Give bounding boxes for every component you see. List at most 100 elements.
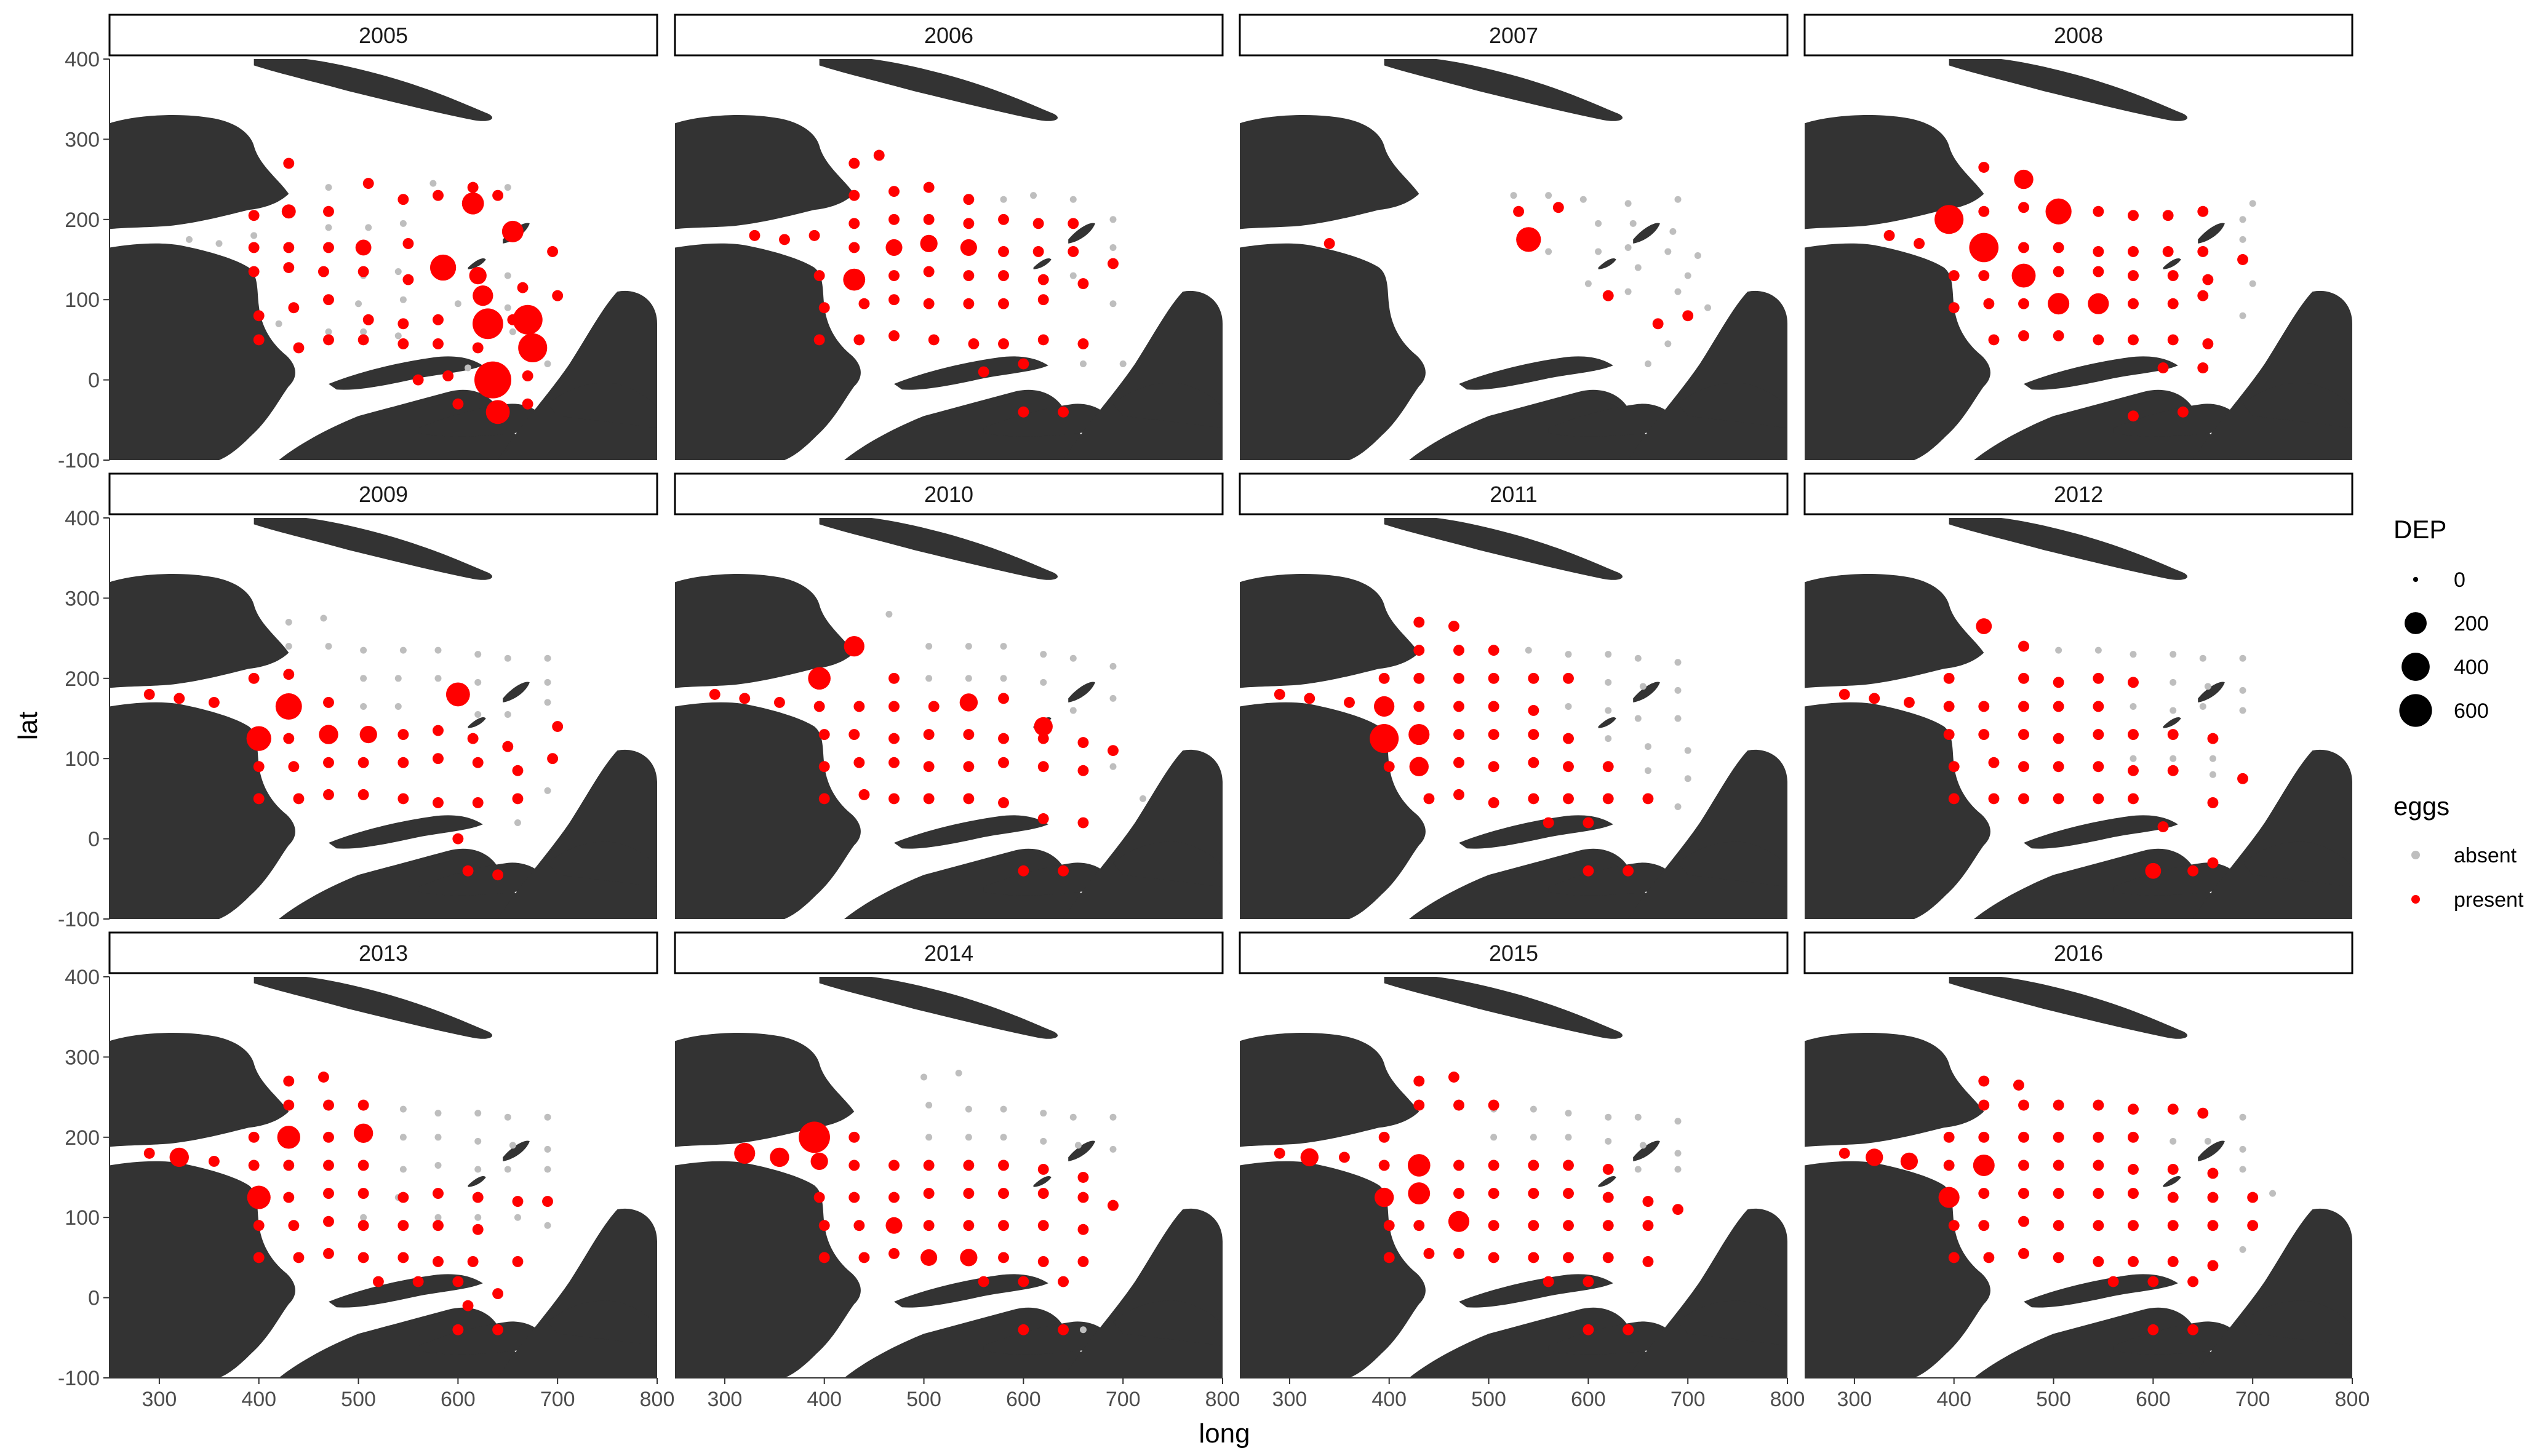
point-absent [544,1145,551,1153]
point-present [1938,1187,1960,1208]
point-present [1383,1220,1395,1231]
facet-panel-2014: 2014 300 400 500 600 700 800 [674,931,1240,1411]
y-tick-label: 0 [88,828,100,851]
point-present [2128,1188,2139,1199]
facet-strip-label: 2013 [359,941,408,966]
point-present [323,696,334,708]
point-present [923,298,935,309]
point-present [1018,1324,1029,1335]
point-absent [509,328,516,335]
point-present [1988,793,2000,805]
point-present [283,1160,295,1171]
point-present [1488,1188,1499,1199]
point-present [2018,640,2029,652]
point-present [1413,1220,1425,1231]
point-present [542,1196,553,1207]
point-present [1602,1191,1614,1203]
point-absent [1704,304,1712,311]
point-absent [2239,1145,2246,1153]
point-present [1528,705,1539,716]
point-present [853,1220,865,1231]
point-present [1883,229,1895,241]
point-present [248,1131,260,1143]
point-present [2162,246,2174,257]
point-present [357,789,369,800]
point-present [2053,1220,2064,1231]
point-absent [2239,216,2246,223]
point-present [1642,1255,1654,1267]
point-present [1943,701,1955,712]
point-present [963,194,975,205]
point-present [1988,757,2000,768]
point-present [2053,1160,2064,1171]
point-present [253,334,265,346]
land-mass [110,977,657,1378]
point-absent [1595,220,1602,227]
point-present [810,1152,828,1171]
point-present [2197,290,2209,301]
x-tick-label: 500 [341,1388,376,1411]
point-present [469,266,487,285]
point-present [923,793,935,805]
point-present [928,334,940,346]
point-present [2207,1260,2219,1271]
point-present [2093,266,2104,277]
point-present [2128,1104,2139,1115]
point-present [2157,362,2169,373]
point-present [813,334,825,346]
facet-strip-label: 2008 [2054,23,2103,48]
point-present [2247,1220,2259,1231]
point-present [2207,1220,2219,1231]
point-absent [325,643,332,650]
point-present [452,398,464,410]
point-present [1978,205,1990,217]
point-present [433,314,444,325]
point-absent [2209,771,2216,778]
point-present [2018,1160,2029,1171]
point-present [1413,701,1425,712]
point-absent [2249,280,2256,287]
point-absent [285,643,292,650]
point-absent [399,1134,407,1141]
point-absent [1530,1134,1537,1141]
point-present [253,310,265,322]
point-present [1948,1252,1960,1263]
point-absent [474,1214,482,1221]
facet-strip-label: 2007 [1489,23,1538,48]
y-tick-label: 200 [65,209,100,232]
point-present [888,757,900,768]
point-present [2128,793,2139,805]
point-present [888,1160,900,1171]
facet-panel-2009: 2009 -100 0 100 200 300 400 [58,472,658,931]
facet-strip-label: 2006 [924,23,973,48]
point-absent [250,232,258,239]
point-absent [1069,272,1077,279]
point-absent [1510,192,1517,199]
land-mass [110,59,657,460]
point-present [2093,1160,2104,1171]
point-present [248,210,260,221]
point-present [1488,672,1499,684]
point-present [507,314,519,325]
point-absent [1674,288,1682,295]
point-absent [1000,196,1007,203]
point-present [397,757,409,768]
point-present [355,239,372,256]
land-mass [1240,518,1787,919]
point-present [873,149,885,161]
point-present [2018,1247,2029,1259]
x-tick-label: 800 [2335,1388,2370,1411]
point-absent [434,1110,442,1117]
point-absent [504,1166,511,1173]
point-present [978,1276,989,1287]
point-present [323,1131,334,1143]
point-present [998,213,1009,225]
point-present [813,270,825,282]
y-tick-label: 400 [65,48,100,71]
point-present [923,181,935,193]
point-absent [1639,683,1647,690]
point-present [433,189,444,201]
point-present [1988,334,2000,346]
point-present [920,1249,938,1266]
point-absent [2199,654,2206,662]
